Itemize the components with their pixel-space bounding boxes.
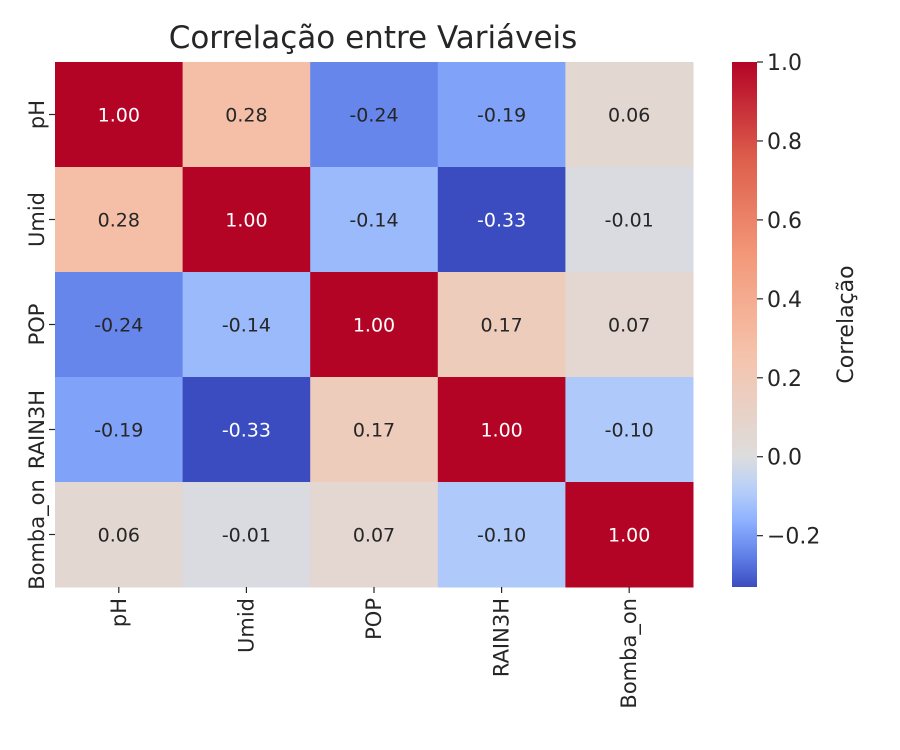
heatmap-cell-value-4-2: 0.07 [353, 525, 395, 547]
heatmap-cell-4-3 [437, 482, 566, 588]
heatmap-cell-value-0-2: -0.24 [349, 105, 398, 127]
x-axis-tick-labels: pH Umid POP RAIN3H Bomba_on [107, 587, 642, 709]
heatmap-cell-value-2-2: 1.00 [353, 315, 395, 337]
heatmap-cell-2-2 [310, 272, 439, 378]
heatmap-cell-value-2-1: -0.14 [222, 315, 271, 337]
heatmap-cell-value-0-3: -0.19 [477, 105, 526, 127]
x-tick-label-3: RAIN3H [490, 598, 514, 677]
heatmap-cell-4-4 [565, 482, 694, 588]
colorbar-tick-label-4: 0.2 [767, 367, 802, 392]
heatmap-cell-3-3 [437, 377, 566, 483]
heatmap-cell-2-0 [55, 272, 184, 378]
heatmap-cell-value-1-3: -0.33 [477, 210, 526, 232]
heatmap-cell-value-3-3: 1.00 [480, 420, 522, 442]
colorbar-tick-label-3: 0.4 [767, 288, 802, 313]
y-tick-label-3: RAIN3H [25, 390, 49, 469]
heatmap-cell-2-3 [437, 272, 566, 378]
heatmap-cell-value-4-4: 1.00 [608, 525, 650, 547]
colorbar-tick-label-6: −0.2 [767, 525, 820, 550]
heatmap-cell-1-0 [55, 167, 184, 273]
heatmap-cell-4-1 [182, 482, 311, 588]
heatmap-cell-0-1 [182, 62, 311, 168]
heatmap-cell-value-0-0: 1.00 [98, 105, 140, 127]
heatmap-cell-1-2 [310, 167, 439, 273]
heatmap-cell-value-2-3: 0.17 [480, 315, 522, 337]
heatmap-cells: 1.00 0.28 -0.24 -0.19 0.06 0.28 1.00 -0.14 -0.33… [55, 62, 694, 588]
heatmap-cell-value-1-4: -0.01 [605, 210, 654, 232]
x-tick-label-4: Bomba_on [617, 598, 642, 709]
colorbar-label: Correlação [834, 265, 859, 383]
y-axis-tick-labels: pH Umid POP RAIN3H Bomba_on [25, 100, 55, 590]
heatmap-cell-0-3 [437, 62, 566, 168]
heatmap-cell-2-1 [182, 272, 311, 378]
x-tick-label-1: Umid [234, 598, 258, 653]
y-tick-label-4: Bomba_on [25, 479, 50, 590]
heatmap-cell-value-3-4: -0.10 [605, 420, 654, 442]
heatmap-cell-value-0-4: 0.06 [608, 105, 650, 127]
heatmap-cell-3-2 [310, 377, 439, 483]
heatmap-cell-value-4-1: -0.01 [222, 525, 271, 547]
y-tick-label-2: POP [25, 304, 49, 346]
heatmap-cell-value-3-0: -0.19 [94, 420, 143, 442]
heatmap-cell-value-3-1: -0.33 [222, 420, 271, 442]
heatmap-cell-value-0-1: 0.28 [225, 105, 267, 127]
heatmap-cell-3-0 [55, 377, 184, 483]
heatmap-cell-4-2 [310, 482, 439, 588]
y-tick-label-0: pH [25, 100, 49, 129]
heatmap-cell-2-4 [565, 272, 694, 378]
colorbar: 1.0 0.8 0.6 0.4 0.2 0.0 −0.2 [732, 51, 820, 587]
x-tick-label-0: pH [107, 598, 131, 627]
colorbar-tick-label-1: 0.8 [767, 130, 802, 155]
heatmap-cell-1-3 [437, 167, 566, 273]
y-tick-label-1: Umid [25, 192, 49, 247]
chart-title: Correlação entre Variáveis [169, 20, 578, 56]
heatmap-cell-3-1 [182, 377, 311, 483]
heatmap-cell-1-4 [565, 167, 694, 273]
x-tick-label-2: POP [362, 598, 386, 640]
heatmap-cell-4-0 [55, 482, 184, 588]
colorbar-gradient [732, 62, 757, 587]
colorbar-tick-label-0: 1.0 [767, 51, 802, 76]
heatmap-cell-value-1-2: -0.14 [349, 210, 398, 232]
heatmap-cell-value-1-0: 0.28 [98, 210, 140, 232]
heatmap-cell-value-2-0: -0.24 [94, 315, 143, 337]
heatmap-cell-value-2-4: 0.07 [608, 315, 650, 337]
heatmap-cell-value-4-3: -0.10 [477, 525, 526, 547]
heatmap-cell-0-0 [55, 62, 184, 168]
colorbar-tick-label-2: 0.6 [767, 209, 802, 234]
heatmap-cell-value-1-1: 1.00 [225, 210, 267, 232]
heatmap-cell-3-4 [565, 377, 694, 483]
colorbar-tick-label-5: 0.0 [767, 446, 802, 471]
heatmap-cell-0-2 [310, 62, 439, 168]
heatmap-cell-0-4 [565, 62, 694, 168]
heatmap-cell-1-1 [182, 167, 311, 273]
heatmap-cell-value-3-2: 0.17 [353, 420, 395, 442]
heatmap-cell-value-4-0: 0.06 [98, 525, 140, 547]
